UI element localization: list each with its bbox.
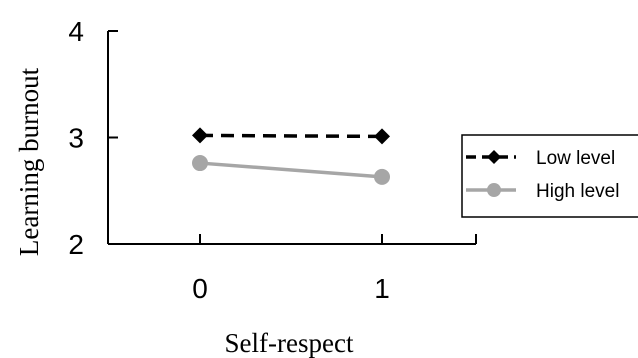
legend-label: High level bbox=[536, 181, 619, 202]
low-level-point bbox=[192, 127, 208, 144]
y-tick-label: 3 bbox=[68, 123, 84, 154]
legend: Low level High level bbox=[461, 134, 638, 218]
high-level-line bbox=[199, 161, 383, 179]
y-ticks: 2 3 4 bbox=[68, 16, 118, 260]
legend-box bbox=[461, 134, 638, 218]
y-tick-label: 2 bbox=[68, 229, 84, 260]
legend-label: Low level bbox=[536, 148, 615, 169]
low-level-point bbox=[374, 128, 390, 145]
high-level-point bbox=[192, 155, 208, 172]
legend-marker bbox=[487, 183, 501, 197]
legend-marker bbox=[487, 150, 501, 164]
x-tick-label: 1 bbox=[374, 273, 390, 304]
y-axis-title: Learning burnout bbox=[14, 67, 44, 256]
x-axis-title: Self-respect bbox=[225, 328, 354, 358]
high-level-point bbox=[374, 168, 390, 185]
x-tick-label: 0 bbox=[192, 273, 208, 304]
y-tick-label: 4 bbox=[68, 16, 84, 47]
low-level-line bbox=[199, 133, 383, 139]
series-layer bbox=[192, 127, 390, 185]
